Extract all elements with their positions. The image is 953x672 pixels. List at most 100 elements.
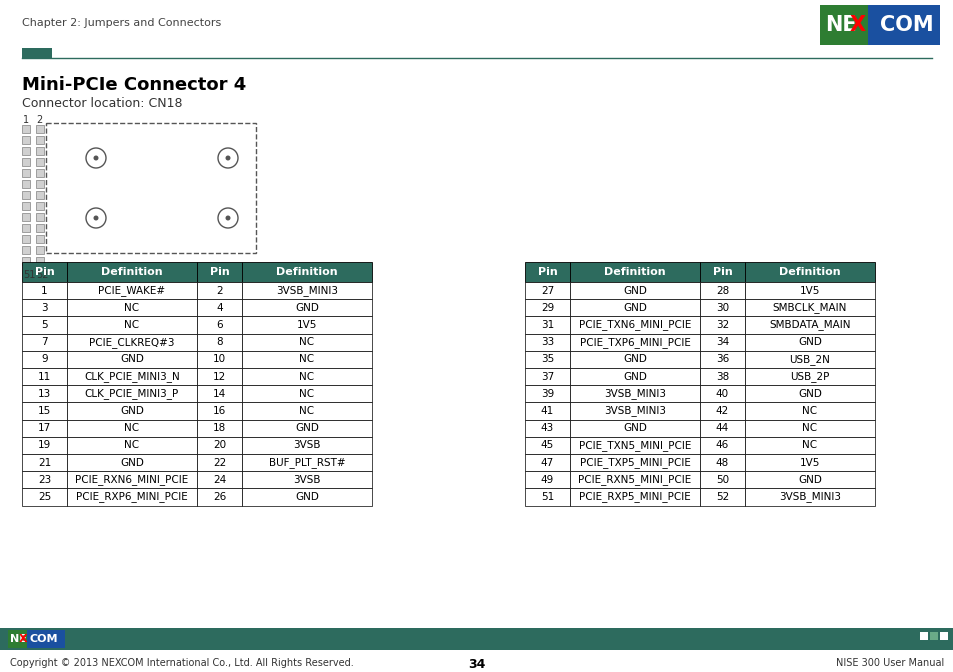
Bar: [524, 437, 569, 454]
Bar: [929, 632, 937, 640]
Bar: [524, 351, 569, 368]
Bar: [36, 147, 44, 155]
Text: 8: 8: [216, 337, 223, 347]
Text: GND: GND: [622, 354, 646, 364]
Bar: [67, 282, 196, 299]
Bar: [524, 385, 569, 403]
Circle shape: [225, 216, 231, 220]
Bar: [744, 419, 874, 437]
Bar: [0, 628, 953, 650]
Bar: [744, 403, 874, 419]
Bar: [22, 299, 67, 317]
Text: NC: NC: [299, 354, 314, 364]
Bar: [22, 169, 30, 177]
Bar: [524, 471, 569, 489]
Text: GND: GND: [294, 303, 318, 312]
Bar: [242, 282, 372, 299]
Bar: [569, 454, 700, 471]
Text: Definition: Definition: [276, 267, 337, 277]
Bar: [36, 257, 44, 265]
Bar: [67, 454, 196, 471]
Text: 51: 51: [540, 492, 554, 502]
Bar: [700, 351, 744, 368]
Text: NC: NC: [299, 337, 314, 347]
Bar: [524, 368, 569, 385]
Bar: [569, 437, 700, 454]
Bar: [524, 282, 569, 299]
Text: GND: GND: [798, 389, 821, 398]
Text: Definition: Definition: [779, 267, 840, 277]
Text: 50: 50: [715, 475, 728, 485]
Text: 6: 6: [216, 320, 223, 330]
Text: 33: 33: [540, 337, 554, 347]
Bar: [820, 5, 867, 45]
Bar: [569, 403, 700, 419]
Text: 26: 26: [213, 492, 226, 502]
Text: 51: 51: [23, 270, 35, 280]
Bar: [36, 125, 44, 133]
Text: GND: GND: [120, 406, 144, 416]
Bar: [242, 262, 372, 282]
Text: PCIE_RXN6_MINI_PCIE: PCIE_RXN6_MINI_PCIE: [75, 474, 189, 485]
Bar: [524, 262, 569, 282]
Text: 39: 39: [540, 389, 554, 398]
Bar: [67, 385, 196, 403]
Text: Definition: Definition: [603, 267, 665, 277]
Bar: [569, 282, 700, 299]
Text: 37: 37: [540, 372, 554, 382]
Bar: [242, 299, 372, 317]
Text: PCIE_RXP5_MINI_PCIE: PCIE_RXP5_MINI_PCIE: [578, 491, 690, 503]
Text: PCIE_TXP6_MINI_PCIE: PCIE_TXP6_MINI_PCIE: [579, 337, 690, 347]
Bar: [36, 191, 44, 199]
Bar: [744, 385, 874, 403]
Bar: [569, 299, 700, 317]
Text: 47: 47: [540, 458, 554, 468]
Text: NE: NE: [10, 634, 27, 644]
Bar: [700, 368, 744, 385]
Bar: [242, 489, 372, 505]
Text: Chapter 2: Jumpers and Connectors: Chapter 2: Jumpers and Connectors: [22, 18, 221, 28]
Text: 7: 7: [41, 337, 48, 347]
Bar: [22, 136, 30, 144]
Bar: [22, 246, 30, 254]
Bar: [67, 471, 196, 489]
Text: BUF_PLT_RST#: BUF_PLT_RST#: [269, 457, 345, 468]
Text: GND: GND: [622, 303, 646, 312]
Bar: [242, 333, 372, 351]
Text: 3VSB: 3VSB: [293, 440, 320, 450]
Bar: [196, 454, 242, 471]
Text: 23: 23: [38, 475, 51, 485]
Bar: [242, 454, 372, 471]
Text: GND: GND: [622, 423, 646, 433]
Bar: [744, 471, 874, 489]
Bar: [67, 403, 196, 419]
Text: PCIE_TXN6_MINI_PCIE: PCIE_TXN6_MINI_PCIE: [578, 320, 691, 331]
Bar: [196, 403, 242, 419]
Bar: [700, 262, 744, 282]
Text: NC: NC: [299, 389, 314, 398]
Bar: [22, 419, 67, 437]
Bar: [22, 437, 67, 454]
Text: NC: NC: [124, 423, 139, 433]
Text: 38: 38: [715, 372, 728, 382]
Bar: [524, 403, 569, 419]
Bar: [36, 158, 44, 166]
Bar: [22, 180, 30, 188]
Text: USB_2P: USB_2P: [789, 371, 829, 382]
Bar: [700, 333, 744, 351]
Bar: [67, 419, 196, 437]
Bar: [22, 191, 30, 199]
Text: 3: 3: [41, 303, 48, 312]
Text: Pin: Pin: [34, 267, 54, 277]
Text: 44: 44: [715, 423, 728, 433]
Text: 29: 29: [540, 303, 554, 312]
Bar: [67, 262, 196, 282]
Text: GND: GND: [622, 286, 646, 296]
Bar: [22, 282, 67, 299]
Bar: [700, 489, 744, 505]
Text: 52: 52: [36, 270, 49, 280]
Bar: [569, 333, 700, 351]
Bar: [242, 437, 372, 454]
Bar: [700, 385, 744, 403]
Text: 13: 13: [38, 389, 51, 398]
